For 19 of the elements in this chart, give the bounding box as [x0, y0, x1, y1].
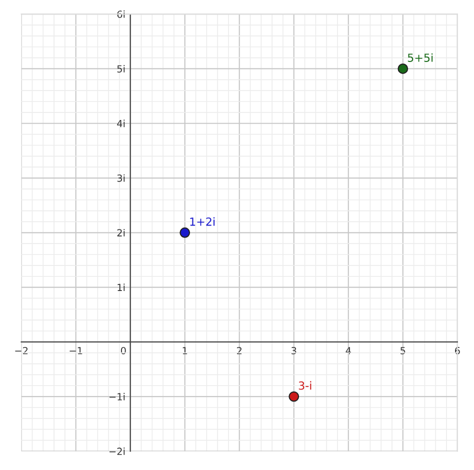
annotation: 3-i — [298, 381, 312, 390]
x-tick-label: −2 — [15, 346, 28, 354]
point — [180, 227, 190, 238]
point — [398, 64, 408, 74]
point — [288, 391, 300, 402]
y-tick-label: 5i — [117, 65, 125, 73]
x-tick-label: 5 — [400, 347, 406, 354]
x-tick-label: 3 — [292, 346, 296, 354]
y-tick-label: 4i — [117, 120, 125, 128]
x-tick-label: 2 — [236, 346, 242, 354]
x-tick-label: −1 — [70, 347, 82, 354]
annotation: 1+2i — [190, 217, 215, 226]
y-tick-label: 2i — [117, 228, 125, 236]
y-tick-label: 3i — [117, 174, 125, 182]
annotation: 5+5i — [408, 53, 433, 62]
y-tick-label: −1i — [109, 392, 125, 400]
x-tick-label: 4 — [346, 347, 351, 354]
y-tick-label: −2i — [109, 448, 125, 455]
y-tick-label: 1i — [118, 284, 125, 291]
